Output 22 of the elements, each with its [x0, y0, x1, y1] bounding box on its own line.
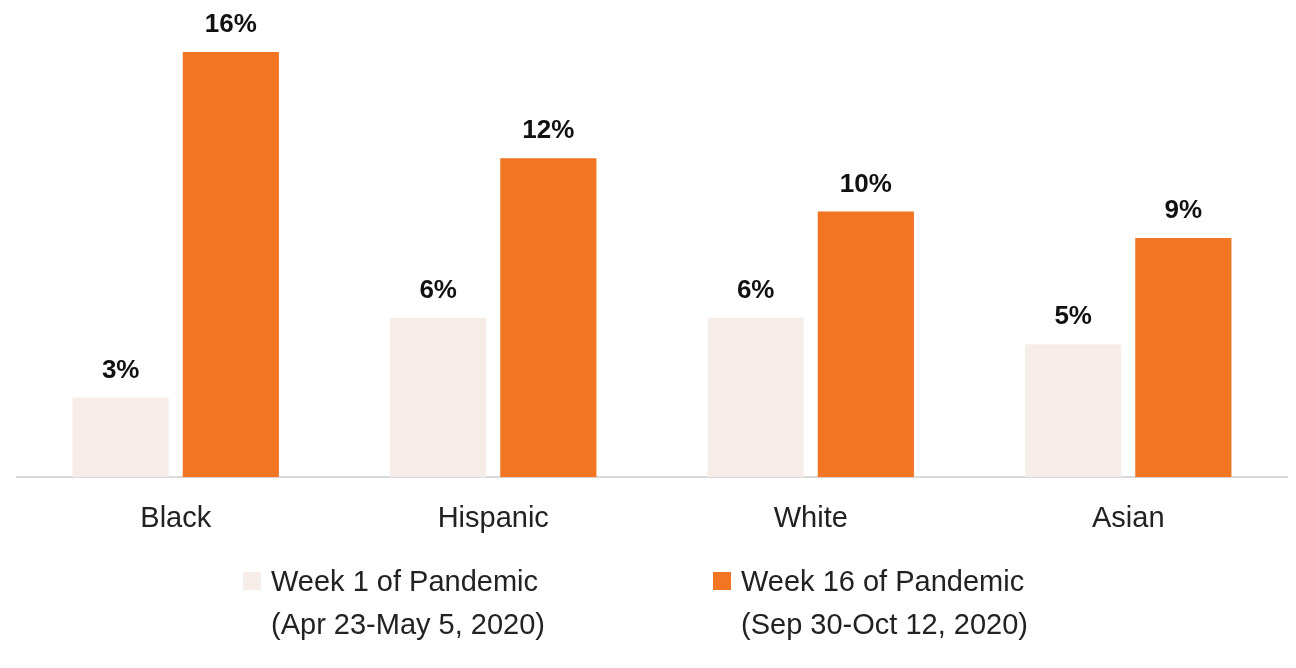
bar: [1135, 238, 1232, 478]
x-tick-label: Hispanic: [437, 500, 549, 533]
bar: [390, 317, 487, 478]
legend-label: Week 16 of Pandemic (Sep 30-Oct 12, 2020): [741, 564, 1029, 642]
data-label: 16%: [204, 8, 257, 39]
data-label: 10%: [839, 167, 892, 198]
legend-label: Week 1 of Pandemic (Apr 23-May 5, 2020): [271, 564, 546, 642]
data-label: 9%: [1164, 194, 1203, 225]
x-tick-label: White: [773, 500, 848, 533]
data-label: 6%: [419, 273, 457, 304]
bar: [817, 211, 914, 478]
x-tick-label: Black: [140, 500, 212, 533]
data-label: 12%: [522, 114, 575, 145]
data-label: 6%: [736, 273, 775, 304]
bar: [1025, 344, 1122, 478]
data-label: 5%: [1054, 300, 1092, 331]
x-tick-label: Asian: [1091, 500, 1165, 533]
bar: [500, 158, 597, 478]
bar: [182, 52, 279, 478]
data-label: 3%: [101, 353, 140, 384]
bar: [707, 317, 804, 478]
bar: [72, 397, 169, 478]
